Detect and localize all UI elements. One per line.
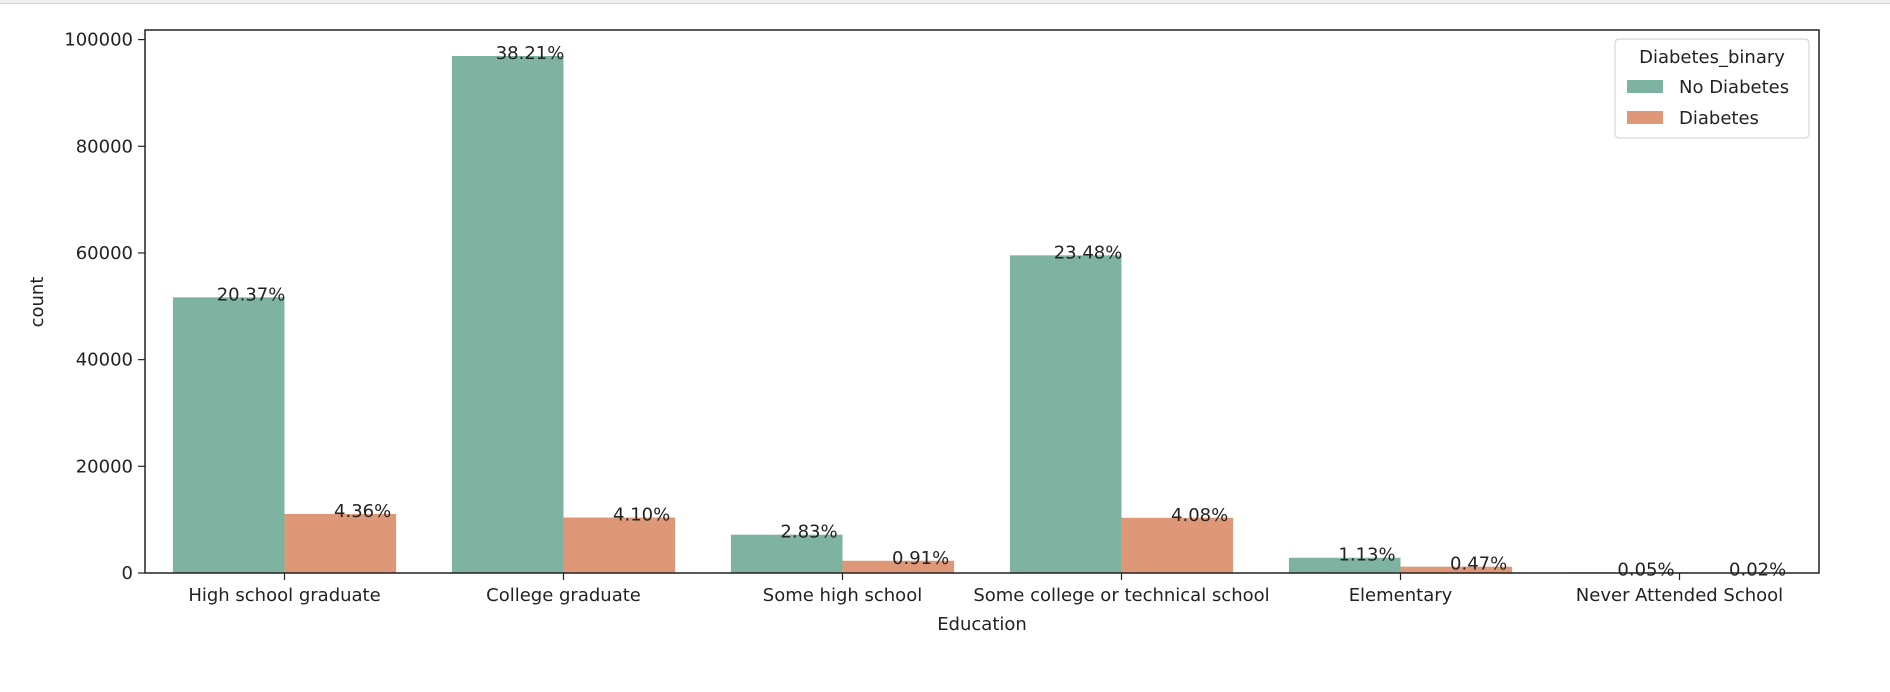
bars-layer <box>172 56 1792 574</box>
legend-box <box>1614 38 1810 139</box>
legend-swatch-diabetes <box>1627 111 1663 124</box>
bar-label-diabetes-1: 4.10% <box>613 505 670 526</box>
legend-label-diabetes: Diabetes <box>1679 108 1759 129</box>
x-tick-label: College graduate <box>486 585 641 606</box>
y-tick-label: 60000 <box>76 243 133 264</box>
bar-label-no-diabetes-1: 38.21% <box>496 43 565 64</box>
y-axis-ticks: 0 20000 40000 60000 80000 100000 <box>64 30 145 584</box>
bar-diabetes-4 <box>1400 566 1513 573</box>
y-tick-label: 40000 <box>76 350 133 371</box>
bar-label-no-diabetes-4: 1.13% <box>1338 545 1395 566</box>
bar-no-diabetes-2 <box>730 534 843 573</box>
bar-label-diabetes-5: 0.02% <box>1729 560 1786 581</box>
legend-swatch-no-diabetes <box>1627 80 1663 93</box>
legend-label-no-diabetes: No Diabetes <box>1679 77 1789 98</box>
bar-label-diabetes-2: 0.91% <box>892 548 949 569</box>
legend: Diabetes_binary No Diabetes Diabetes <box>1614 38 1810 139</box>
plot-frame <box>144 29 1820 574</box>
y-tick-label: 80000 <box>76 136 133 157</box>
y-tick-label: 20000 <box>76 456 133 477</box>
bar-label-diabetes-4: 0.47% <box>1450 554 1507 575</box>
top-border <box>0 0 1890 4</box>
bar-label-no-diabetes-5: 0.05% <box>1617 559 1674 580</box>
y-axis-label: count <box>27 277 48 328</box>
x-tick-label: Elementary <box>1349 585 1453 606</box>
bar-labels-layer: 20.37% 4.36% 38.21% 4.10% 2.83% 0.91% 23.48% 4.… <box>217 43 1787 581</box>
bar-no-diabetes-3 <box>1009 255 1122 574</box>
x-tick-label: Some college or technical school <box>973 585 1269 606</box>
bar-diabetes-3 <box>1121 517 1234 573</box>
x-axis-ticks: High school graduate College graduate Some… <box>188 573 1783 606</box>
bar-no-diabetes-1 <box>451 56 564 574</box>
legend-title: Diabetes_binary <box>1639 47 1785 68</box>
y-tick-label: 100000 <box>64 30 133 51</box>
bar-label-no-diabetes-2: 2.83% <box>780 522 837 543</box>
x-tick-label: High school graduate <box>188 585 380 606</box>
bar-diabetes-2 <box>842 560 955 573</box>
bar-label-no-diabetes-0: 20.37% <box>217 284 286 305</box>
bar-no-diabetes-0 <box>172 297 285 573</box>
bar-diabetes-0 <box>284 513 397 573</box>
y-tick-label: 0 <box>122 563 133 584</box>
bar-no-diabetes-4 <box>1288 557 1401 573</box>
bar-diabetes-1 <box>563 517 676 573</box>
bar-label-diabetes-3: 4.08% <box>1171 505 1228 526</box>
bar-label-no-diabetes-3: 23.48% <box>1054 242 1123 263</box>
x-tick-label: Some high school <box>763 585 922 606</box>
x-tick-label: Never Attended School <box>1576 585 1783 606</box>
bar-label-diabetes-0: 4.36% <box>334 501 391 522</box>
x-axis-label: Education <box>937 614 1027 635</box>
